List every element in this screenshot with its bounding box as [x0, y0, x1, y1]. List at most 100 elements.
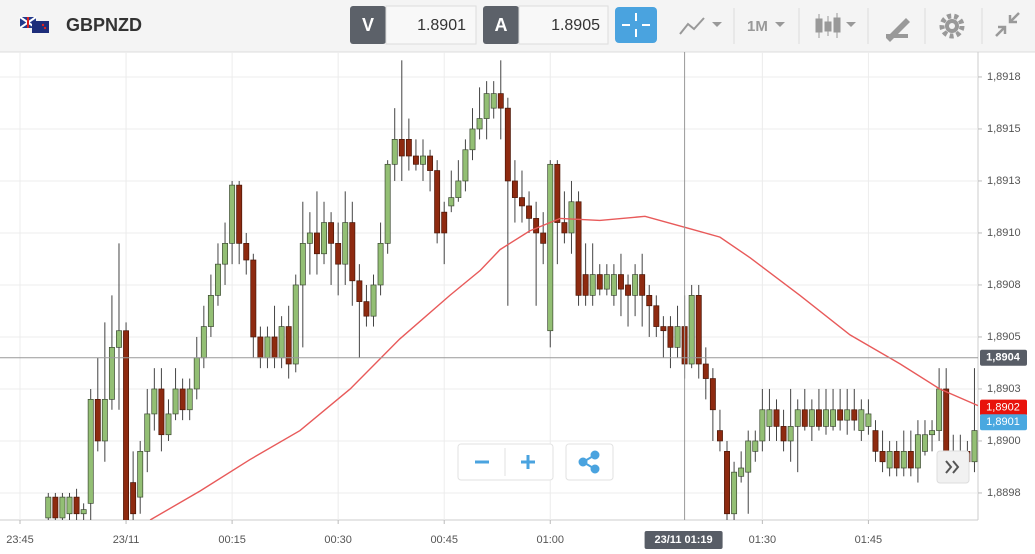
crosshair-y-label: 1,8904 [986, 352, 1021, 364]
chart-type-button[interactable] [679, 17, 722, 35]
candle-body [123, 330, 130, 520]
candle-body [914, 434, 921, 469]
candle-body [335, 243, 342, 265]
candle-body [929, 430, 935, 436]
candle-body [377, 243, 384, 286]
candle-body [907, 451, 914, 469]
candle-body [695, 295, 702, 365]
candle-body [674, 326, 681, 348]
ask-price: 1.8905 [551, 17, 600, 34]
candle-body [285, 326, 292, 365]
candle-body [943, 388, 950, 452]
candle-body [412, 155, 419, 165]
settings-button[interactable] [939, 13, 965, 39]
candle-body [420, 155, 426, 165]
candle-body [653, 305, 660, 327]
candle-body [632, 274, 639, 296]
candle-body [936, 388, 943, 431]
candle-body [738, 467, 745, 477]
candle-body [858, 409, 865, 431]
candle-body [94, 399, 101, 442]
candle-body [837, 409, 844, 421]
candle-body [511, 180, 518, 198]
candle-body [462, 149, 469, 182]
candle-body [780, 426, 787, 442]
candle-body [455, 180, 462, 198]
candle-body [618, 274, 624, 290]
crosshair-icon [622, 13, 650, 37]
candle-body [130, 482, 137, 515]
scroll-end-icon [945, 460, 960, 474]
ask-label: A [495, 15, 508, 35]
candle-body [596, 274, 603, 290]
crosshair-button[interactable] [615, 7, 657, 43]
candle-body [731, 471, 738, 515]
candle-body [207, 295, 214, 327]
candle-body [264, 336, 271, 359]
candle-body [405, 139, 412, 157]
share-button[interactable] [565, 443, 614, 481]
candle-body [568, 201, 575, 234]
moving-average [149, 215, 978, 520]
candle-body [172, 388, 179, 415]
candle-body [356, 280, 363, 302]
draw-button[interactable] [886, 18, 910, 42]
candle-body [73, 496, 80, 515]
candle-body [667, 326, 674, 348]
zoom-in-button[interactable] [521, 455, 535, 469]
candle-body [702, 363, 709, 379]
candle-body [137, 451, 144, 498]
scroll-end-button[interactable] [936, 450, 970, 484]
candle-body [342, 222, 349, 265]
symbol[interactable]: GBPNZD [66, 15, 142, 35]
candle-body [108, 347, 115, 400]
zoom-controls [457, 443, 614, 481]
candle-body [116, 330, 122, 348]
y-tick-label: 1,8910 [987, 227, 1021, 239]
candle-body [52, 496, 59, 519]
candle-body [257, 336, 264, 359]
candle-body [801, 409, 808, 427]
candle-body [540, 232, 547, 244]
candle-body [603, 274, 610, 290]
price-marker [980, 414, 1027, 431]
timeframe[interactable]: 1M [747, 18, 768, 35]
candle-body [384, 163, 391, 244]
x-tick-label: 00:45 [430, 534, 458, 546]
x-tick-label: 01:30 [749, 534, 777, 546]
crosshair-x-label: 23/11 01:19 [655, 534, 713, 546]
candle-body [922, 434, 928, 452]
bid-button[interactable] [350, 6, 386, 44]
crosshair-y-box [980, 349, 1027, 366]
candle-body [745, 440, 752, 473]
candle-type-button[interactable] [815, 13, 856, 38]
candle-body [639, 274, 646, 296]
candle-body [497, 93, 504, 109]
candle-body [526, 205, 533, 219]
x-tick-label: 23:45 [6, 534, 34, 546]
candle-body [236, 184, 243, 244]
candle-body [724, 451, 730, 515]
candle-body [101, 399, 108, 442]
y-tick-label: 1,8905 [987, 331, 1021, 343]
candle-body [865, 413, 872, 427]
bid-box[interactable] [385, 5, 477, 45]
candle-body [158, 388, 165, 436]
candle-body [278, 326, 285, 359]
candle-body [476, 118, 483, 130]
price-marker-label: 1,8901 [986, 416, 1020, 428]
candle-body [533, 218, 540, 234]
candle-body [299, 243, 306, 286]
candle-body [794, 409, 801, 427]
candle-body [709, 378, 716, 411]
candle-body [759, 409, 766, 442]
candle-body [582, 274, 589, 296]
collapse-button[interactable] [995, 12, 1020, 37]
candle-body [893, 451, 900, 469]
ask-button[interactable] [483, 6, 519, 44]
candle-body [306, 232, 313, 244]
candle-body [844, 409, 851, 421]
x-tick-label: 00:15 [218, 534, 246, 546]
ask-box[interactable] [518, 5, 609, 45]
candle-body [292, 284, 299, 365]
